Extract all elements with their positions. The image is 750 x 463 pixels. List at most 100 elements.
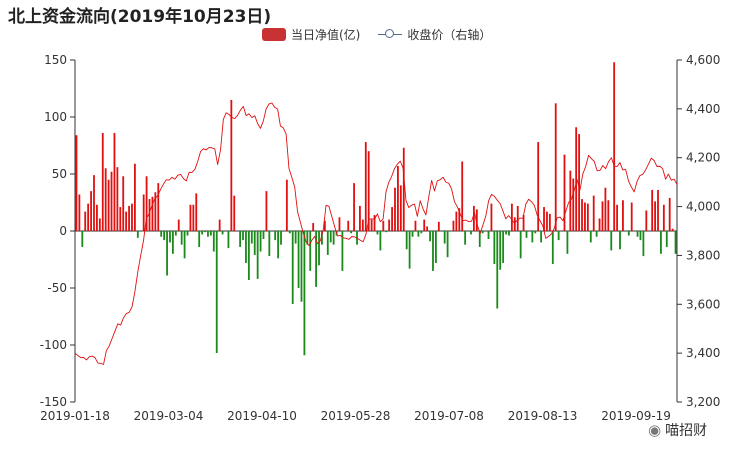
- bar: [581, 199, 583, 231]
- legend-item-close-price[interactable]: 收盘价（右轴）: [378, 26, 491, 43]
- bar: [142, 194, 145, 231]
- bar: [510, 203, 513, 231]
- bar: [309, 231, 312, 271]
- bar: [134, 163, 136, 231]
- bar: [446, 231, 449, 258]
- bar: [630, 202, 633, 231]
- x-tick-label: 2019-09-19: [601, 409, 671, 423]
- bar: [171, 231, 174, 254]
- bar: [157, 183, 160, 231]
- bar: [113, 132, 116, 231]
- bar: [595, 231, 598, 237]
- bar: [204, 231, 206, 233]
- bar: [128, 205, 130, 231]
- legend: 当日净值(亿) 收盘价（右轴）: [262, 26, 491, 43]
- bar: [607, 200, 610, 231]
- right-tick-label: 3,800: [686, 248, 720, 262]
- bar: [478, 231, 481, 247]
- x-tick-label: 2019-08-13: [508, 409, 578, 423]
- bar: [180, 231, 183, 245]
- bar: [145, 176, 148, 231]
- legend-line-swatch: [378, 28, 403, 41]
- bar: [592, 195, 595, 231]
- bar: [373, 215, 376, 231]
- right-tick-label: 3,600: [686, 297, 720, 311]
- bar: [619, 231, 621, 250]
- bar: [332, 231, 335, 245]
- bar: [177, 219, 180, 231]
- bar: [274, 231, 277, 241]
- bar: [96, 204, 98, 231]
- bar: [399, 185, 402, 231]
- left-tick-label: 50: [52, 167, 67, 181]
- bar: [81, 231, 84, 247]
- bar: [610, 231, 613, 251]
- bar: [557, 231, 560, 241]
- bar: [306, 231, 309, 245]
- bar: [131, 203, 133, 231]
- bar: [584, 202, 586, 231]
- bar: [563, 154, 566, 231]
- bar: [461, 161, 464, 231]
- bar: [233, 195, 236, 231]
- bar: [300, 231, 303, 302]
- bar: [323, 220, 326, 231]
- bar: [245, 231, 247, 263]
- bar: [166, 231, 168, 276]
- bar: [411, 231, 414, 237]
- bar: [370, 219, 373, 231]
- bar: [671, 228, 674, 231]
- bar: [218, 219, 221, 231]
- bar: [160, 231, 163, 237]
- bar: [472, 205, 475, 231]
- left-tick-label: 150: [44, 53, 67, 67]
- bar: [288, 231, 291, 234]
- bar: [668, 197, 671, 231]
- bar: [385, 231, 388, 233]
- bar: [341, 231, 344, 271]
- bar: [578, 134, 581, 231]
- bar: [531, 231, 534, 243]
- left-tick-label: 100: [44, 110, 67, 124]
- bar: [589, 231, 592, 243]
- x-tick-label: 2019-01-18: [40, 409, 110, 423]
- bar: [93, 175, 95, 231]
- bar: [209, 231, 212, 236]
- bar: [259, 231, 262, 252]
- chart-title: 北上资金流向(2019年10月23日): [8, 7, 272, 27]
- bar: [452, 220, 455, 231]
- bar: [662, 204, 665, 231]
- bar: [163, 231, 166, 241]
- bar: [496, 231, 499, 309]
- bar: [347, 220, 350, 231]
- bar: [572, 178, 575, 231]
- bar: [654, 201, 656, 231]
- bar: [601, 201, 604, 231]
- bar: [604, 187, 607, 231]
- right-tick-label: 3,400: [686, 346, 720, 360]
- bar: [75, 135, 78, 231]
- bar: [364, 142, 367, 231]
- bar: [367, 151, 370, 231]
- bar: [227, 231, 230, 249]
- bar: [391, 207, 393, 231]
- bar: [405, 231, 408, 250]
- bar: [516, 205, 519, 231]
- bar: [432, 231, 434, 271]
- x-axis: 2019-01-18 2019-03-04 2019-04-10 2019-05-28…: [40, 230, 677, 423]
- bar: [198, 231, 201, 247]
- bar: [265, 191, 268, 231]
- bar: [280, 231, 282, 245]
- bar: [502, 231, 505, 263]
- bar: [186, 231, 189, 236]
- bar: [645, 210, 648, 231]
- close-price-line: [74, 102, 678, 365]
- bar: [499, 231, 502, 270]
- bar: [598, 218, 601, 231]
- bar: [104, 168, 107, 231]
- right-tick-label: 4,400: [686, 102, 720, 116]
- bar: [627, 231, 630, 236]
- legend-item-net-flow[interactable]: 当日净值(亿): [262, 26, 360, 43]
- net-flow-bars: [75, 62, 677, 356]
- bar: [665, 231, 668, 247]
